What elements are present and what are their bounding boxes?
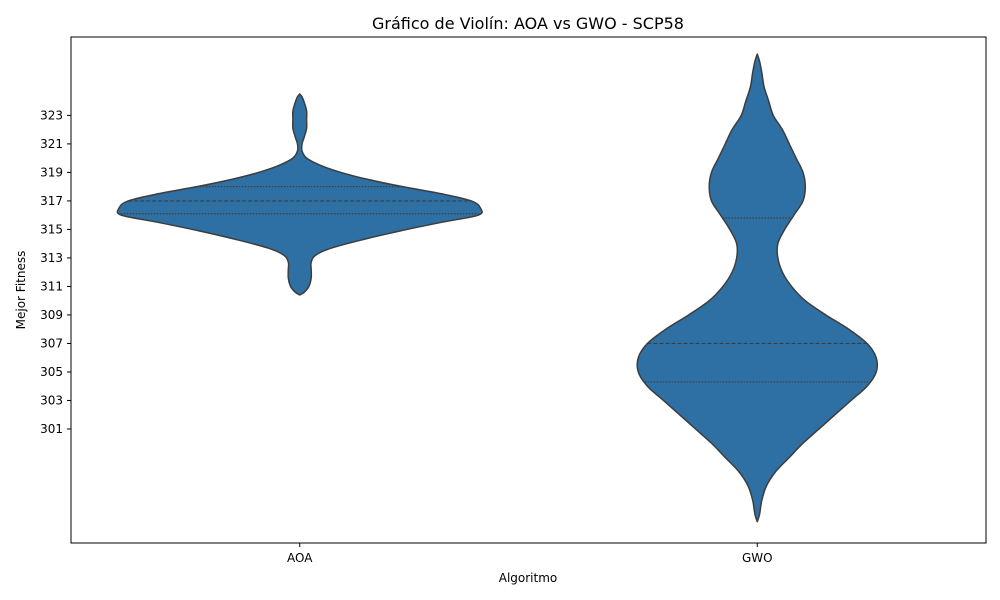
y-tick-label: 301 <box>40 422 63 436</box>
violin-body-aoa <box>116 93 483 296</box>
x-tick-label: AOA <box>287 551 313 565</box>
y-tick-label: 317 <box>40 194 63 208</box>
y-tick-label: 303 <box>40 393 63 407</box>
x-tick-label: GWO <box>742 551 773 565</box>
y-tick-label: 315 <box>40 222 63 236</box>
violin-gwo <box>636 53 879 523</box>
y-tick-label: 319 <box>40 165 63 179</box>
violin-aoa <box>116 93 483 296</box>
y-tick-label: 321 <box>40 137 63 151</box>
y-tick-label: 307 <box>40 336 63 350</box>
y-tick-label: 305 <box>40 365 63 379</box>
chart-title: Gráfico de Violín: AOA vs GWO - SCP58 <box>372 14 684 33</box>
x-axis-label: Algoritmo <box>499 571 558 585</box>
y-tick-label: 309 <box>40 308 63 322</box>
y-tick-label: 311 <box>40 279 63 293</box>
y-axis: 301 303 305 307 309 311 313 315 317 319 321 323 <box>40 108 71 436</box>
violin-body-gwo <box>636 53 879 523</box>
x-axis: AOA GWO <box>287 543 773 565</box>
y-tick-label: 323 <box>40 108 63 122</box>
y-axis-label: Mejor Fitness <box>14 251 28 330</box>
y-tick-label: 313 <box>40 251 63 265</box>
plot-frame <box>70 36 987 544</box>
violins-layer <box>116 53 879 523</box>
